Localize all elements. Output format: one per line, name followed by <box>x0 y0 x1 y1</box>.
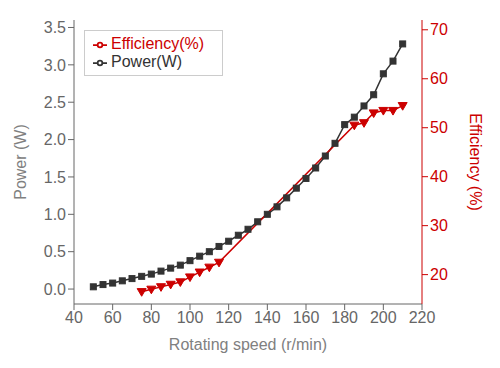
svg-text:180: 180 <box>331 309 358 326</box>
svg-text:220: 220 <box>409 309 436 326</box>
svg-text:0.5: 0.5 <box>44 243 66 260</box>
svg-text:20: 20 <box>430 266 448 283</box>
svg-text:2.5: 2.5 <box>44 94 66 111</box>
svg-text:1.5: 1.5 <box>44 169 66 186</box>
svg-text:100: 100 <box>177 309 204 326</box>
svg-text:160: 160 <box>293 309 320 326</box>
svg-text:Rotating speed (r/min): Rotating speed (r/min) <box>169 336 327 353</box>
html-text:Power(W): Power(W) <box>111 53 183 70</box>
svg-text:120: 120 <box>215 309 242 326</box>
svg-text:1.0: 1.0 <box>44 206 66 223</box>
svg-text:70: 70 <box>430 21 448 38</box>
svg-text:140: 140 <box>254 309 281 326</box>
svg-text:30: 30 <box>430 217 448 234</box>
svg-text:Power (W): Power (W) <box>12 124 29 200</box>
svg-text:50: 50 <box>430 119 448 136</box>
html-text:Efficiency(%): Efficiency(%) <box>111 35 205 52</box>
svg-text:60: 60 <box>430 70 448 87</box>
svg-text:200: 200 <box>370 309 397 326</box>
svg-text:40: 40 <box>65 309 83 326</box>
svg-text:Efficiency (%): Efficiency (%) <box>467 113 484 211</box>
svg-text:80: 80 <box>142 309 160 326</box>
svg-text:60: 60 <box>104 309 122 326</box>
svg-text:0.0: 0.0 <box>44 281 66 298</box>
svg-text:2.0: 2.0 <box>44 131 66 148</box>
svg-text:3.0: 3.0 <box>44 57 66 74</box>
svg-text:40: 40 <box>430 168 448 185</box>
svg-text:3.5: 3.5 <box>44 19 66 36</box>
